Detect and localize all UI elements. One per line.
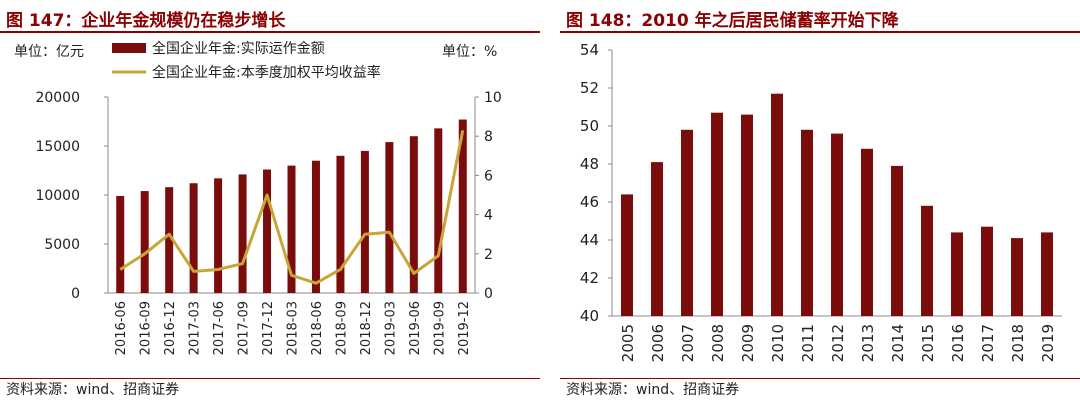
x-tick-label: 2016 — [949, 324, 967, 362]
title-rule — [0, 31, 540, 33]
x-tick-label: 2019-06 — [408, 301, 423, 355]
x-tick-label: 2019-12 — [457, 301, 472, 355]
bar — [831, 133, 843, 316]
y2-tick-label: 4 — [484, 208, 493, 224]
y-tick-label: 54 — [580, 41, 599, 59]
y2-tick-label: 8 — [484, 129, 493, 145]
bar — [458, 119, 467, 293]
x-tick-label: 2018-06 — [310, 301, 325, 355]
y2-tick-label: 2 — [484, 247, 493, 263]
y2-tick-label: 6 — [484, 168, 493, 184]
bar — [140, 191, 149, 293]
x-tick-label: 2019-03 — [383, 301, 398, 355]
source-rule — [560, 378, 1080, 379]
y-tick-label: 15000 — [35, 139, 80, 155]
bar — [409, 136, 418, 293]
x-tick-label: 2005 — [619, 324, 637, 362]
x-tick-label: 2014 — [889, 324, 907, 362]
x-tick-label: 2016-09 — [139, 301, 154, 355]
bar — [385, 142, 394, 293]
x-tick-label: 2015 — [919, 324, 937, 362]
x-tick-label: 2017-12 — [261, 301, 276, 355]
bar — [891, 165, 903, 316]
bar — [921, 205, 933, 316]
bar — [116, 195, 125, 293]
bar — [861, 148, 873, 316]
x-tick-label: 2017-03 — [188, 301, 203, 355]
bar — [434, 128, 443, 293]
bar — [681, 129, 693, 316]
bar — [951, 232, 963, 316]
x-tick-label: 2018-03 — [286, 301, 301, 355]
chart-title: 图 148：2010 年之后居民储蓄率开始下降 — [566, 11, 899, 31]
chart-canvas: 40 42 44 46 48 50 52 54 2005 2006 2007 2008 2009 2010… — [580, 41, 1062, 362]
x-tick-label: 2017-09 — [237, 301, 252, 355]
title-rule — [560, 31, 1080, 33]
bar — [801, 129, 813, 316]
right-unit-label: 单位：% — [442, 44, 497, 60]
chart-title: 图 147：企业年金规模仍在稳步增长 — [6, 11, 286, 31]
x-tick-label: 2009 — [739, 324, 757, 362]
x-tick-label: 2008 — [709, 324, 727, 362]
y-tick-label: 0 — [71, 286, 80, 302]
x-tick-label: 2016-12 — [163, 301, 178, 355]
bar — [981, 226, 993, 316]
bar — [263, 169, 272, 293]
bar — [360, 150, 369, 293]
x-tick-label: 2018-09 — [334, 301, 349, 355]
x-tick-label: 2010 — [769, 324, 787, 362]
bar — [771, 93, 783, 316]
x-tick-label: 2007 — [679, 324, 697, 362]
x-tick-label: 2006 — [649, 324, 667, 362]
bar — [238, 174, 247, 293]
x-tick-label: 2012 — [829, 324, 847, 362]
bar — [1011, 238, 1023, 316]
x-tick-label: 2011 — [799, 324, 817, 362]
y-tick-label: 44 — [580, 231, 599, 249]
legend-label-line: 全国企业年金:本季度加权平均收益率 — [152, 64, 381, 81]
x-tick-label: 2018 — [1009, 324, 1027, 362]
chart-panel-savings-rate: 图 148：2010 年之后居民储蓄率开始下降 40 42 44 46 48 50 52 54… — [560, 0, 1080, 403]
bar — [336, 155, 345, 293]
y2-tick-label: 0 — [484, 286, 493, 302]
line-series-yield — [119, 130, 465, 285]
y2-tick-label: 10 — [484, 90, 502, 106]
x-tick-label: 2013 — [859, 324, 877, 362]
source-note: 资料来源：wind、招商证券 — [566, 382, 740, 398]
bar — [311, 160, 320, 293]
y-tick-label: 10000 — [35, 188, 80, 204]
bar — [651, 162, 663, 316]
x-tick-label: 2017-06 — [212, 301, 227, 355]
x-tick-label: 2019-09 — [432, 301, 447, 355]
chart-canvas: 0 5000 10000 15000 20000 0 2 4 6 8 10 2016-06 2016-0… — [14, 40, 502, 355]
legend-swatch-bar — [112, 43, 146, 53]
bar — [287, 165, 296, 293]
bar — [189, 183, 198, 293]
x-tick-label: 2019 — [1039, 324, 1057, 362]
bar — [621, 194, 633, 316]
y-tick-label: 20000 — [35, 90, 80, 106]
y-tick-label: 50 — [580, 117, 599, 135]
source-note: 资料来源：wind、招商证券 — [6, 382, 180, 398]
x-tick-label: 2018-12 — [359, 301, 374, 355]
legend-label-bar: 全国企业年金:实际运作金额 — [152, 40, 325, 57]
bar — [711, 112, 723, 316]
bar — [214, 178, 223, 293]
bar — [165, 187, 174, 293]
left-unit-label: 单位：亿元 — [14, 44, 84, 60]
y-tick-label: 48 — [580, 155, 599, 173]
bar — [1041, 232, 1053, 316]
source-rule — [0, 378, 540, 379]
y-tick-label: 40 — [580, 307, 599, 325]
y-tick-label: 42 — [580, 269, 599, 287]
bar — [741, 114, 753, 316]
x-tick-label: 2017 — [979, 324, 997, 362]
x-tick-label: 2016-06 — [114, 301, 129, 355]
chart-panel-enterprise-annuity: 图 147：企业年金规模仍在稳步增长 0 5000 10000 15000 20000 0… — [0, 11, 540, 398]
y-tick-label: 52 — [580, 79, 599, 97]
y-tick-label: 5000 — [44, 237, 80, 253]
y-tick-label: 46 — [580, 193, 599, 211]
